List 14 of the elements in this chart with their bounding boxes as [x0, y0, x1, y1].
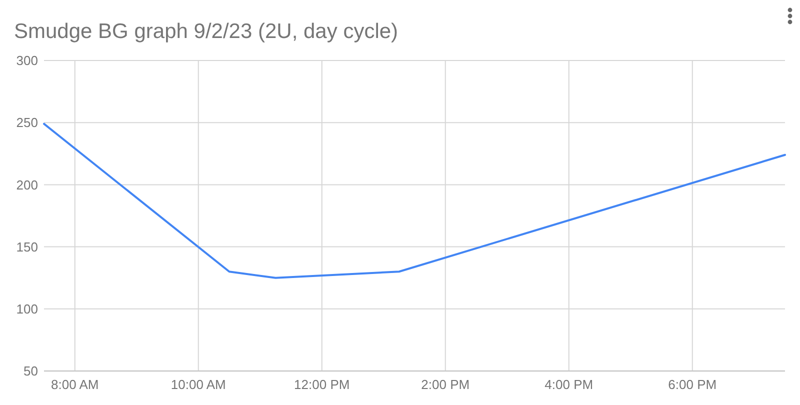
- x-tick-label: 10:00 AM: [170, 377, 226, 392]
- x-tick-label: 12:00 PM: [294, 377, 350, 392]
- y-tick-label: 50: [24, 364, 38, 379]
- chart-title: Smudge BG graph 9/2/23 (2U, day cycle): [14, 20, 398, 43]
- x-tick-label: 6:00 PM: [668, 377, 717, 392]
- y-tick-label: 300: [16, 53, 38, 68]
- x-tick-label: 8:00 AM: [51, 377, 99, 392]
- x-tick-label: 2:00 PM: [421, 377, 470, 392]
- x-tick-label: 4:00 PM: [544, 377, 594, 392]
- y-tick-label: 200: [16, 177, 38, 192]
- y-tick-label: 250: [16, 115, 38, 130]
- y-tick-label: 150: [16, 239, 38, 254]
- line-series: [43, 122, 786, 279]
- y-tick-label: 100: [16, 301, 38, 316]
